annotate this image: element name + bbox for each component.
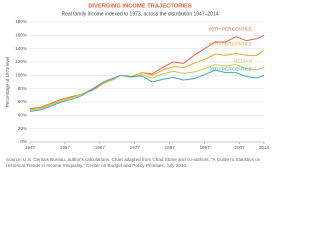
chart-title: DIVERGING INCOME TRAJECTORIES — [88, 4, 192, 10]
page: DIVERGING INCOME TRAJECTORIES Real famil… — [5, 3, 270, 168]
x-tick-label: 1987 — [165, 145, 176, 150]
series-line — [29, 69, 265, 112]
series-label: 20TH PERCENTILE — [209, 67, 252, 73]
y-tick-label: 20% — [18, 126, 27, 131]
y-tick-label: 160% — [15, 33, 27, 38]
x-tick-label: 1957 — [60, 145, 71, 150]
y-tick-label: 120% — [15, 59, 27, 64]
series-line — [29, 49, 265, 110]
x-tick-label: 2014 — [259, 145, 270, 150]
series-label: 80TH PERCENTILE — [209, 41, 252, 47]
x-tick-label: 1997 — [200, 145, 211, 150]
y-tick-label: 80% — [18, 86, 27, 91]
y-tick-label: 180% — [15, 19, 27, 24]
series-label: 95TH PERCENTILE — [209, 27, 252, 33]
x-tick-label: 1967 — [95, 145, 106, 150]
chart-subtitle: Real family income indexed to 1973, acro… — [61, 11, 218, 17]
y-tick-label: 0% — [20, 139, 27, 144]
y-tick-label: 100% — [15, 73, 27, 78]
x-tick-label: 2007 — [234, 145, 245, 150]
series-label: MEDIAN — [233, 59, 252, 65]
y-axis-label: Percentage of 1973 level — [5, 57, 10, 108]
y-tick-label: 60% — [18, 99, 27, 104]
series-line — [29, 64, 265, 111]
chart: DIVERGING INCOME TRAJECTORIES Real famil… — [5, 4, 270, 151]
source-note: Source: U.S. Census Bureau, author's cal… — [6, 157, 261, 168]
x-tick-label: 1947 — [25, 145, 36, 150]
x-tick-label: 1977 — [130, 145, 141, 150]
series-line — [29, 34, 265, 110]
y-tick-label: 140% — [15, 46, 27, 51]
y-tick-label: 40% — [18, 113, 27, 118]
